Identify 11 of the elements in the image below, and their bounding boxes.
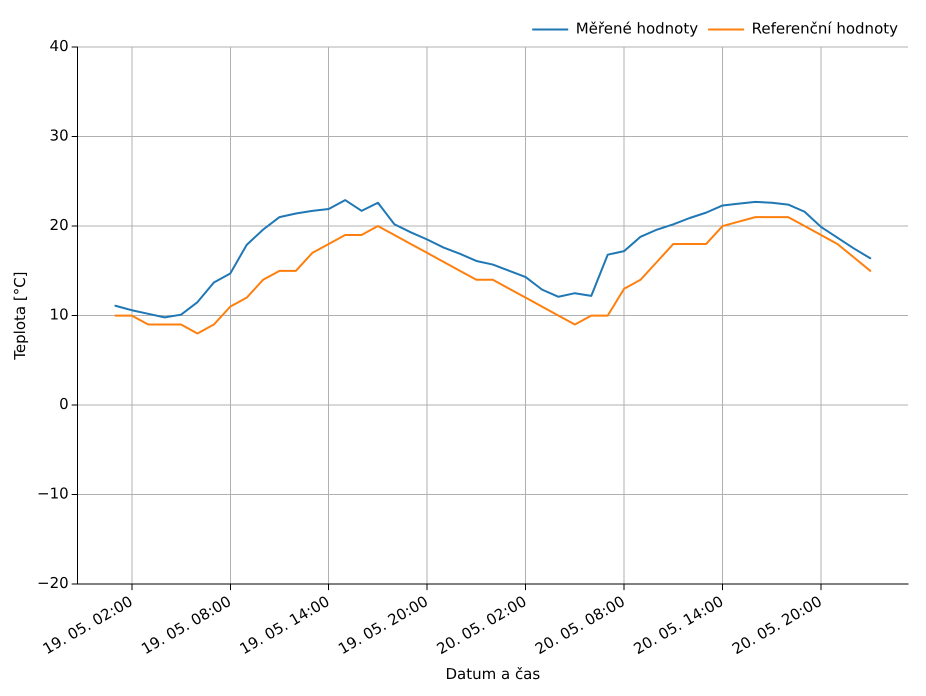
- y-tick-label: −10: [37, 484, 69, 503]
- legend-label: Měřené hodnoty: [576, 19, 698, 38]
- y-tick-label: 30: [50, 126, 69, 144]
- y-tick-label: −20: [37, 574, 69, 592]
- y-tick-label: 20: [50, 216, 69, 234]
- y-tick-label: 10: [50, 305, 69, 324]
- y-tick-label: 40: [50, 36, 69, 55]
- y-axis-title: Teplota [°C]: [10, 271, 29, 361]
- y-tick-label: 0: [59, 395, 69, 414]
- x-axis-title: Datum a čas: [445, 664, 540, 683]
- legend-label: Referenční hodnoty: [752, 19, 898, 38]
